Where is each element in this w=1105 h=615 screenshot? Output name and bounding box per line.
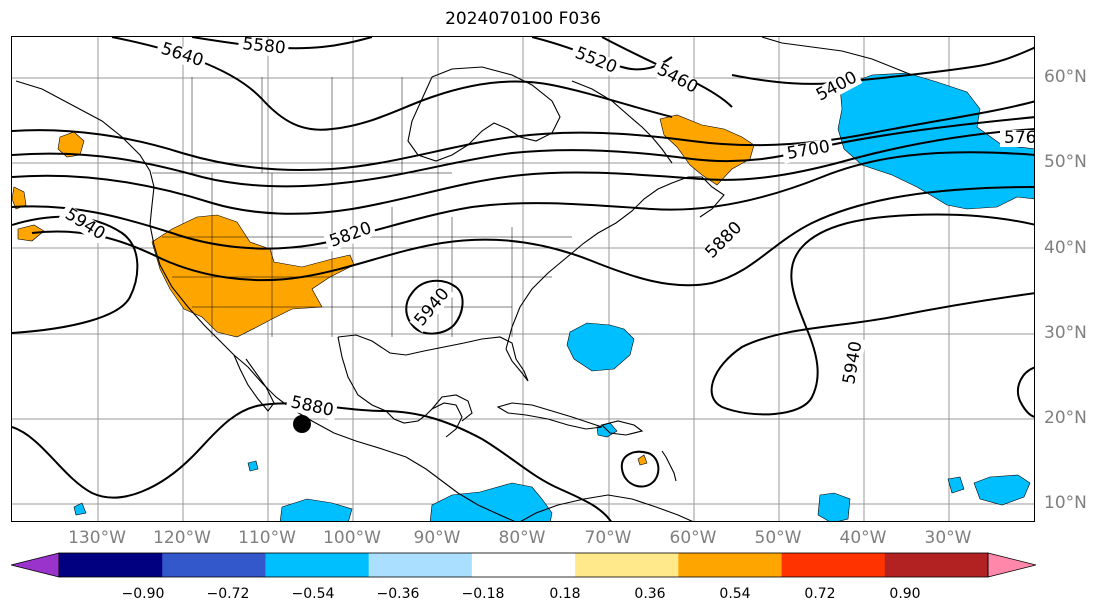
- colorbar-segment: [265, 553, 370, 577]
- colorbar-tick: 0.54: [719, 586, 751, 602]
- north-america-west-coast: [15, 80, 515, 521]
- map-svg: 5640 5580 5520 5460 5400 5700 5760 5820 …: [12, 37, 1035, 521]
- contour-label-5820: 5820: [327, 218, 374, 252]
- cuba: [496, 402, 603, 430]
- islands-east-caribbean: [661, 450, 677, 482]
- contour-5820: [12, 151, 1034, 250]
- colorbar-tick: 0.36: [634, 586, 666, 602]
- state-borders: [152, 77, 572, 337]
- lon-label-30w: 30°W: [924, 528, 972, 548]
- colorbar-tick: −0.36: [376, 586, 420, 602]
- contour-5940-atlantic: [710, 213, 1034, 416]
- colorbar-segment: [471, 553, 576, 577]
- contour-label-5880-south: 5880: [289, 392, 335, 421]
- contour-5400: [731, 46, 1034, 85]
- blue-region-west-atlantic: [566, 322, 635, 372]
- lat-label-10n: 10°N: [1044, 493, 1087, 513]
- colorbar-segment: [59, 553, 163, 577]
- contour-5880-atlantic-loop: [620, 450, 660, 488]
- lat-label-60n: 60°N: [1044, 67, 1087, 87]
- colorbar: [11, 552, 1036, 578]
- lon-label-40w: 40°W: [839, 528, 887, 548]
- lat-label-20n: 20°N: [1044, 408, 1087, 428]
- blue-region-central-america: [429, 482, 553, 521]
- blue-region-east-pacific-3: [73, 502, 87, 516]
- map-title: 2024070100 F036: [445, 9, 601, 29]
- colorbar-segment: [575, 553, 679, 577]
- east-coast: [505, 176, 725, 350]
- contour-5640: [111, 37, 673, 131]
- coastlines: [15, 37, 913, 521]
- contour-label-5520: 5520: [572, 43, 620, 78]
- contour-label-5700: 5700: [785, 137, 831, 164]
- baja-california: [233, 354, 275, 412]
- lon-label-90w: 90°W: [413, 528, 461, 548]
- lon-label-100w: 100°W: [323, 528, 381, 548]
- colorbar-over-arrow: [987, 552, 1036, 578]
- colorbar-segment: [781, 553, 886, 577]
- contour-label-5940-atlantic: 5940: [839, 340, 866, 386]
- colorbar-segment: [162, 553, 266, 577]
- contour-label-5640: 5640: [158, 39, 205, 71]
- gulf-coast: [337, 334, 529, 382]
- contour-label-5580: 5580: [241, 37, 286, 58]
- hudson-bay: [407, 66, 561, 162]
- lat-label-50n: 50°N: [1044, 152, 1087, 172]
- yucatan: [431, 394, 473, 422]
- colorbar-tick: −0.18: [461, 586, 505, 602]
- colorbar-outline: [58, 552, 989, 578]
- labrador: [571, 80, 673, 164]
- colorbar-segment: [678, 553, 783, 577]
- contour-5760: [12, 128, 1034, 215]
- orange-region-westpac-2: [17, 224, 45, 242]
- blue-region-east-pacific: [279, 498, 353, 521]
- blue-region-atlantic-south-1: [817, 492, 851, 521]
- colorbar-segments: [11, 552, 1036, 578]
- colorbar-tick: −0.90: [121, 586, 165, 602]
- blue-region-atlantic-south-3: [947, 476, 965, 494]
- contour-5880-north: [31, 186, 1034, 287]
- lon-label-50w: 50°W: [754, 528, 802, 548]
- lon-label-130w: 130°W: [68, 528, 126, 548]
- hispaniola: [600, 420, 644, 436]
- lon-label-110w: 110°W: [238, 528, 296, 548]
- colorbar-tick: 0.90: [889, 586, 921, 602]
- lon-label-120w: 120°W: [153, 528, 211, 548]
- storm-center-dot[interactable]: [293, 415, 311, 433]
- colorbar-tick: −0.54: [291, 586, 335, 602]
- blue-region-east-pacific-2: [247, 460, 259, 472]
- colorbar-segment: [368, 553, 473, 577]
- contour-5580: [191, 37, 373, 50]
- lon-label-80w: 80°W: [498, 528, 546, 548]
- colorbar-tick: 0.18: [549, 586, 581, 602]
- blue-region-atlantic-south-2: [973, 474, 1031, 506]
- contour-5700-upper: [12, 100, 1034, 172]
- map-panel[interactable]: 5640 5580 5520 5460 5400 5700 5760 5820 …: [11, 36, 1035, 522]
- contour-east-edge: [1017, 366, 1034, 418]
- colorbar-tick: −0.72: [206, 586, 250, 602]
- orange-region-southwest-us: [151, 214, 355, 338]
- orange-region-atlantic-small: [637, 454, 648, 466]
- colorbar-under-arrow: [11, 552, 60, 578]
- positive-anomaly-regions: [12, 114, 755, 466]
- colorbar-tick: 0.72: [804, 586, 836, 602]
- lon-label-60w: 60°W: [669, 528, 717, 548]
- greenland: [761, 37, 913, 76]
- colorbar-segment: [884, 553, 989, 577]
- south-america-north: [520, 494, 693, 521]
- orange-region-newfoundland: [659, 114, 755, 186]
- lat-label-40n: 40°N: [1044, 238, 1087, 258]
- contour-5940-gulf: [405, 279, 464, 335]
- lon-label-70w: 70°W: [584, 528, 632, 548]
- mexico-gulf-coast: [337, 336, 463, 438]
- lat-label-30n: 30°N: [1044, 323, 1087, 343]
- contour-label-5760: 5760: [1004, 128, 1035, 148]
